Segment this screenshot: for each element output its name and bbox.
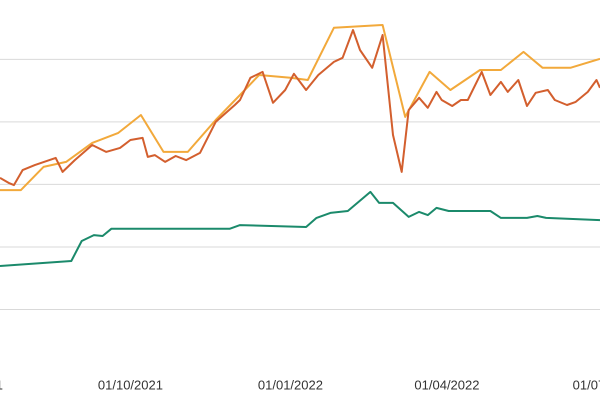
x-tick-label: 01/07/2022 <box>573 377 600 392</box>
series-line <box>0 190 600 267</box>
x-tick-label: 01/01/2022 <box>258 377 323 392</box>
x-tick-label: 01/04/2022 <box>414 377 479 392</box>
series-line <box>0 29 600 187</box>
x-tick-label: 01/07/2021 <box>0 377 3 392</box>
x-tick-label: 01/10/2021 <box>98 377 163 392</box>
series-line <box>0 24 600 192</box>
